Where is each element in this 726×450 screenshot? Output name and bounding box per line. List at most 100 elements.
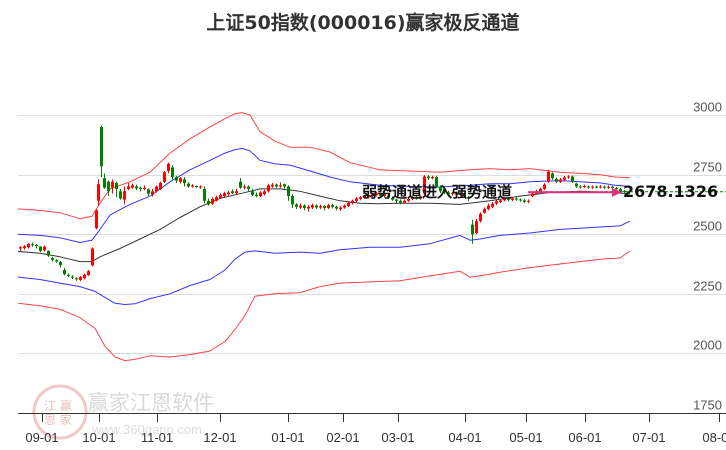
up-candle: [483, 209, 486, 213]
x-tick-label: 08-01: [702, 430, 726, 445]
watermark-url: www.360gann.com: [91, 422, 202, 437]
down-candle: [415, 197, 418, 199]
up-candle: [79, 277, 82, 280]
down-candle: [323, 206, 326, 208]
down-candle: [515, 198, 518, 200]
upper-inner-band-line: [17, 147, 631, 243]
down-candle: [135, 186, 138, 189]
up-candle: [567, 176, 570, 178]
up-candle: [327, 205, 330, 208]
up-candle: [407, 198, 410, 201]
down-candle: [59, 262, 62, 266]
y-tick-label: 2250: [693, 279, 722, 294]
down-candle: [395, 199, 398, 201]
down-candle: [103, 178, 106, 188]
down-candle: [195, 186, 198, 188]
watermark-seal-icon: [32, 384, 88, 440]
up-candle: [43, 246, 46, 251]
down-candle: [67, 274, 70, 276]
x-tick-label: 05-01: [509, 430, 542, 445]
up-candle: [559, 179, 562, 182]
down-candle: [255, 194, 258, 197]
candlesticks: [19, 125, 626, 282]
up-candle: [87, 271, 90, 276]
up-candle: [383, 194, 386, 197]
up-candle: [127, 186, 130, 189]
down-candle: [615, 187, 618, 189]
up-candle: [347, 202, 350, 207]
up-candle: [583, 186, 586, 188]
down-candle: [63, 269, 66, 275]
down-candle: [115, 182, 118, 189]
up-candle: [375, 193, 378, 195]
up-candle: [259, 192, 262, 197]
up-candle: [527, 200, 530, 202]
down-candle: [183, 179, 186, 183]
watermark-brand: 赢家江恩软件: [88, 391, 214, 415]
down-candle: [303, 205, 306, 208]
down-candle: [251, 191, 254, 195]
down-candle: [231, 191, 234, 194]
down-candle: [100, 126, 103, 167]
channel-bands: [17, 112, 631, 362]
down-candle: [463, 194, 466, 197]
down-candle: [51, 258, 54, 260]
up-candle: [111, 181, 114, 188]
lower-outer-band-line: [17, 250, 631, 362]
up-candle: [419, 196, 422, 199]
svg-text:恩: 恩: [44, 413, 56, 427]
down-candle: [603, 186, 606, 188]
up-candle: [319, 206, 322, 208]
arrow-head-icon: [612, 187, 622, 197]
up-candle: [351, 200, 354, 204]
up-candle: [155, 186, 158, 192]
x-tick-label: 02-01: [326, 430, 359, 445]
up-candle: [547, 171, 550, 182]
up-candle: [227, 192, 230, 195]
up-candle: [211, 198, 214, 204]
x-tick-label: 11-01: [141, 430, 173, 445]
down-candle: [611, 186, 614, 188]
down-candle: [575, 183, 578, 187]
up-candle: [543, 184, 546, 189]
x-tick-label: 01-01: [271, 430, 304, 445]
gridlines: [18, 115, 726, 354]
up-candle: [131, 185, 134, 188]
up-candle: [459, 193, 462, 195]
up-candle: [267, 185, 270, 192]
down-candle: [523, 200, 526, 202]
up-candle: [97, 184, 100, 201]
up-candle: [163, 172, 166, 182]
watermark: 江赢恩 家 赢家江恩软件 www.360gann.com: [32, 384, 214, 440]
svg-text:江: 江: [44, 399, 56, 413]
y-tick-label: 3000: [693, 100, 722, 115]
down-candle: [139, 187, 142, 189]
up-candle: [91, 248, 94, 266]
x-tick-label: 10-01: [82, 430, 115, 445]
down-candle: [579, 186, 582, 188]
up-candle: [531, 193, 534, 197]
down-candle: [31, 244, 34, 246]
up-candle: [491, 203, 494, 207]
down-candle: [119, 191, 122, 199]
down-candle: [571, 176, 574, 182]
down-candle: [75, 278, 78, 280]
down-candle: [595, 186, 598, 188]
down-candle: [443, 191, 446, 193]
last-value-label: 2678.1326: [623, 182, 718, 201]
up-candle: [19, 247, 22, 249]
up-candle: [95, 210, 98, 229]
x-tick-label: 12-01: [203, 430, 236, 445]
y-tick-label: 2500: [693, 219, 722, 234]
up-candle: [479, 213, 482, 222]
y-tick-label: 2000: [693, 338, 722, 353]
down-candle: [379, 194, 382, 197]
up-candle: [563, 177, 566, 180]
down-candle: [551, 173, 554, 179]
up-candle: [83, 274, 86, 279]
up-candle: [411, 197, 414, 199]
up-candle: [599, 186, 602, 188]
y-tick-label: 2750: [693, 160, 722, 175]
up-candle: [511, 198, 514, 200]
up-candle: [359, 197, 362, 199]
